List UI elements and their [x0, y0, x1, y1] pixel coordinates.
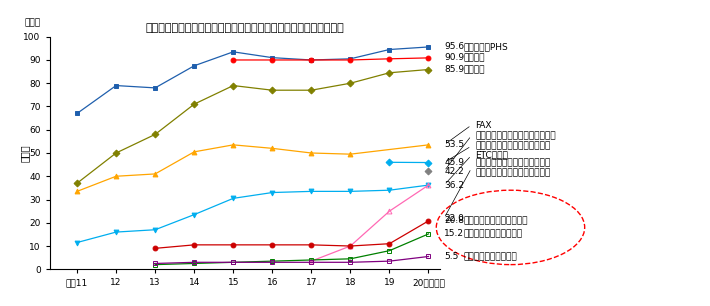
Text: 20.8: 20.8 — [444, 216, 464, 226]
Text: 5.5: 5.5 — [444, 252, 459, 261]
Text: 普及率: 普及率 — [19, 144, 29, 162]
Text: ETC車載器: ETC車載器 — [476, 151, 508, 160]
Text: 42.2: 42.2 — [444, 167, 464, 176]
Text: ネット接続できる家電: ネット接続できる家電 — [464, 252, 518, 261]
Text: 15.2: 15.2 — [444, 230, 464, 238]
Text: 90.9: 90.9 — [444, 53, 464, 62]
Text: 36.2: 36.2 — [444, 181, 464, 190]
Text: パソコンなどからコンテンツを
自動録音できる携帯プレイヤー: パソコンなどからコンテンツを 自動録音できる携帯プレイヤー — [476, 159, 550, 178]
Text: 85.9: 85.9 — [444, 65, 464, 74]
Text: ネット接続できるテレビ: ネット接続できるテレビ — [464, 230, 523, 238]
Text: 固定電話: 固定電話 — [464, 53, 485, 62]
Title: ネット接続可能なゲーム機、テレビ、家電が着実に普及しつつある: ネット接続可能なゲーム機、テレビ、家電が着実に普及しつつある — [146, 23, 344, 33]
Text: 53.5: 53.5 — [444, 140, 464, 149]
Text: カー・ナビゲーション・システム: カー・ナビゲーション・システム — [476, 131, 556, 140]
Text: パソコン: パソコン — [464, 65, 485, 74]
Text: 45.9: 45.9 — [444, 158, 464, 167]
Text: 携帯電話・PHS: 携帯電話・PHS — [464, 43, 508, 51]
Text: （再掲）ワンセグ対応携帯電話: （再掲）ワンセグ対応携帯電話 — [476, 141, 550, 151]
Text: ネット接続できるゲーム機: ネット接続できるゲーム機 — [464, 216, 528, 226]
Text: （％）: （％） — [24, 18, 40, 28]
Text: 95.6: 95.6 — [444, 43, 464, 51]
Text: 22.0: 22.0 — [444, 214, 464, 223]
Text: FAX: FAX — [476, 121, 492, 130]
